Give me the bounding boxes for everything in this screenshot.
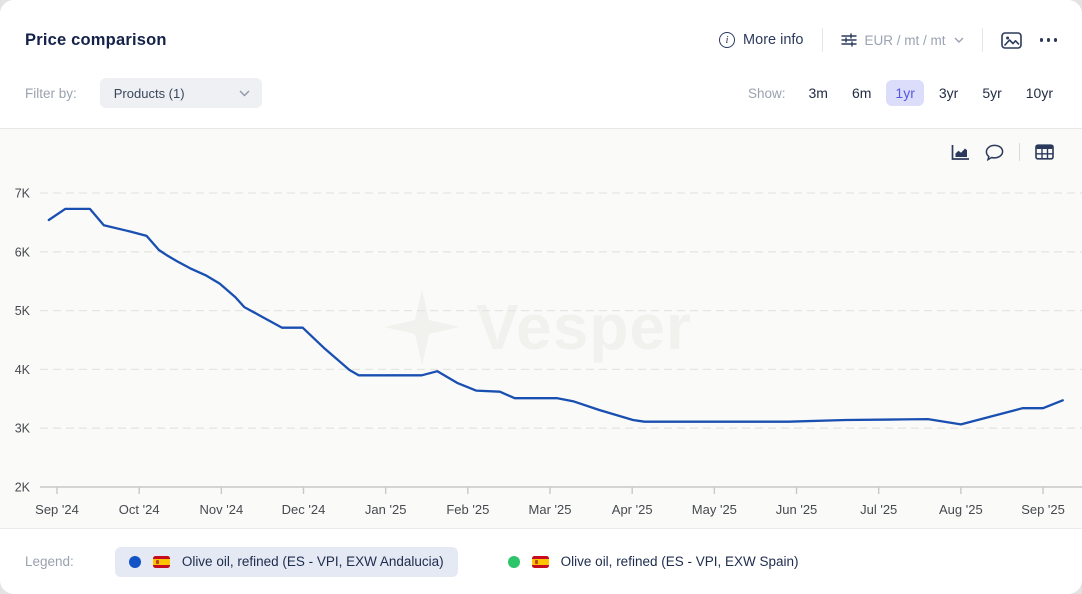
- x-axis-label: Oct '24: [119, 502, 160, 517]
- legend-color-dot: [128, 555, 141, 568]
- info-icon: i: [719, 32, 736, 48]
- legend-item[interactable]: Olive oil, refined (ES - VPI, EXW Spain): [494, 547, 813, 577]
- range-button-6m[interactable]: 6m: [843, 80, 880, 106]
- legend-item-label: Olive oil, refined (ES - VPI, EXW Andalu…: [181, 554, 444, 569]
- unit-selector-dropdown[interactable]: EUR / mt / mt: [840, 32, 964, 48]
- legend-bar: Legend: Olive oil, refined (ES - VPI, EX…: [0, 528, 1082, 594]
- divider: [821, 28, 823, 52]
- products-dropdown-value: Products (1): [113, 85, 185, 101]
- y-axis-label: 2K: [15, 481, 31, 495]
- y-axis-label: 6K: [15, 245, 31, 259]
- x-axis-label: Mar '25: [529, 502, 572, 517]
- unit-selector-value: EUR / mt / mt: [864, 32, 946, 48]
- divider: [1019, 143, 1020, 161]
- y-axis-label: 4K: [15, 363, 31, 377]
- x-axis-label: Feb '25: [446, 502, 489, 517]
- chart-area: Vesper 2K 3K 4K 5K 6K 7K Sep '24 Oct '24 Nov '24…: [0, 129, 1082, 528]
- x-axis-label: Dec '24: [282, 502, 326, 517]
- x-axis-label: Sep '24: [35, 502, 79, 517]
- range-button-3m[interactable]: 3m: [800, 80, 837, 106]
- x-axis-label: Nov '24: [200, 502, 244, 517]
- filter-by-label: Filter by:: [25, 85, 77, 101]
- legend-item-label: Olive oil, refined (ES - VPI, EXW Spain): [560, 554, 799, 569]
- sliders-icon: [840, 33, 857, 47]
- image-icon: [1000, 31, 1022, 49]
- chevron-down-icon: [239, 90, 250, 96]
- show-label: Show:: [747, 85, 786, 101]
- chart-type-button[interactable]: [951, 144, 970, 161]
- x-axis-label: Jan '25: [365, 502, 407, 517]
- legend-label: Legend:: [25, 554, 74, 569]
- spain-flag-icon: [152, 555, 170, 568]
- x-axis-label: Aug '25: [939, 502, 983, 517]
- more-options-button[interactable]: [1039, 38, 1057, 42]
- price-series-line: [47, 207, 1064, 426]
- vesper-logo-icon: [384, 289, 460, 365]
- legend-items: Olive oil, refined (ES - VPI, EXW Andalu…: [114, 546, 813, 577]
- chevron-down-icon: [954, 37, 963, 43]
- x-axis-label: Jun '25: [776, 502, 818, 517]
- products-dropdown[interactable]: Products (1): [99, 78, 262, 108]
- range-button-1yr[interactable]: 1yr: [886, 80, 924, 106]
- area-chart-icon: [951, 144, 969, 160]
- vesper-watermark: Vesper: [384, 289, 692, 365]
- price-line-chart[interactable]: 2K 3K 4K 5K 6K 7K Sep '24 Oct '24 Nov '24 Dec '24…: [0, 129, 1082, 528]
- y-axis-label: 5K: [15, 304, 31, 318]
- watermark-text: Vesper: [476, 291, 692, 363]
- comments-button[interactable]: [985, 144, 1004, 161]
- ellipsis-icon: [1039, 38, 1057, 42]
- header: Price comparison i More info EUR / mt / …: [0, 0, 1082, 129]
- more-info-label: More info: [743, 32, 804, 48]
- legend-color-dot: [507, 555, 520, 568]
- table-icon: [1035, 144, 1054, 160]
- range-button-5yr[interactable]: 5yr: [973, 80, 1010, 106]
- y-axis-label: 7K: [15, 187, 31, 201]
- y-axis-label: 3K: [15, 422, 31, 436]
- table-view-button[interactable]: [1035, 144, 1054, 160]
- more-info-button[interactable]: i More info: [719, 32, 804, 48]
- legend-item[interactable]: Olive oil, refined (ES - VPI, EXW Andalu…: [114, 546, 458, 577]
- x-axis-label: Apr '25: [612, 502, 653, 517]
- x-axis-label: Sep '25: [1021, 502, 1065, 517]
- comment-icon: [985, 144, 1004, 161]
- range-button-3yr[interactable]: 3yr: [930, 80, 967, 106]
- x-axis-label: May '25: [692, 502, 737, 517]
- x-axis-label: Jul '25: [860, 502, 897, 517]
- page-title: Price comparison: [25, 30, 167, 49]
- export-image-button[interactable]: [1000, 31, 1022, 49]
- range-button-10yr[interactable]: 10yr: [1017, 80, 1062, 106]
- spain-flag-icon: [531, 555, 549, 568]
- divider: [981, 28, 983, 52]
- chart-toolbar: [951, 143, 1054, 161]
- time-range-group: 3m 6m 1yr 3yr 5yr 10yr: [800, 80, 1063, 106]
